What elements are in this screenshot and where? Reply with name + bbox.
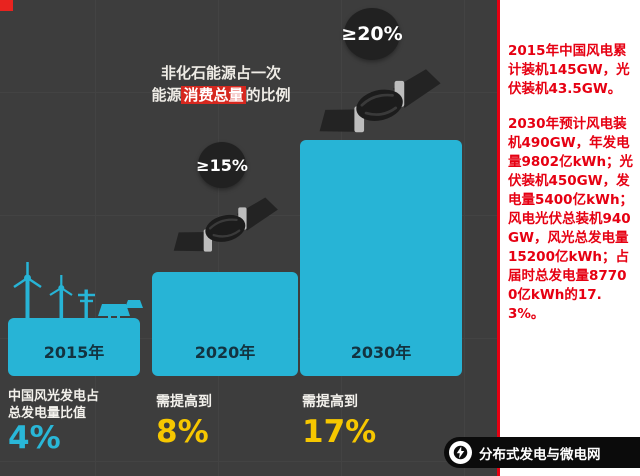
footer-caption-2020: 需提高到 [156,394,212,410]
chart-title-line2-suffix: 的比例 [245,86,291,104]
handshake-icon [319,69,441,133]
side-paragraph-2015: 2015年中国风电累计装机145GW，光伏装机43.5GW。 [508,43,630,97]
footer-caption-2030: 需提高到 [302,394,358,410]
watermark-label: 分布式发电与微电网 [479,446,601,463]
handshake-icon [173,197,278,252]
bar-label: 2030年 [350,343,412,362]
bar-2020: 2020年 [152,272,298,376]
red-divider [497,0,500,476]
bar-label: 2015年 [43,343,105,362]
bar-label: 2020年 [194,343,256,362]
footer-value-2020: 8% [156,414,209,450]
footer-value-2030: 17% [302,414,377,450]
power-pole-icon [78,289,95,320]
chart-title: 非化石能源占一次 能源 消费总量 的比例 [132,62,310,106]
wind-turbine-icon [49,275,73,320]
watermark-badge: 分布式发电与微电网 [444,437,640,468]
side-paragraph-2030: 2030年预计风电装机490GW，年发电量9802亿kWh；光伏装机450GW，… [508,116,634,322]
target-badge-2030: ≥20% [341,8,403,60]
watermark-logo-icon [449,441,472,464]
corner-mark [0,0,13,11]
chart-title-highlight: 消费总量 [181,86,246,104]
bar-2030: 2030年 [300,140,462,376]
bar-2015: 2015年 [8,318,140,376]
footer-caption-2015: 中国风光发电占 总发电量比值 [8,388,99,422]
chart-title-line1: 非化石能源占一次 [160,64,281,82]
wind-turbine-icon [13,262,42,320]
chart-title-line2-prefix: 能源 [151,86,182,104]
target-badge-2020-label: ≥15% [196,155,248,175]
footer-caption-line1: 中国风光发电占 [8,389,100,404]
side-panel: 2015年中国风电累计装机145GW，光伏装机43.5GW。 2030年预计风电… [500,0,640,476]
target-badge-2020: ≥15% [196,142,248,188]
solar-panel-icon [98,300,143,320]
footer-caption-line2: 总发电量比值 [8,406,87,421]
wind-solar-icons [13,262,143,320]
footer-value-2015: 4% [8,420,61,456]
target-badge-2030-label: ≥20% [341,23,403,45]
